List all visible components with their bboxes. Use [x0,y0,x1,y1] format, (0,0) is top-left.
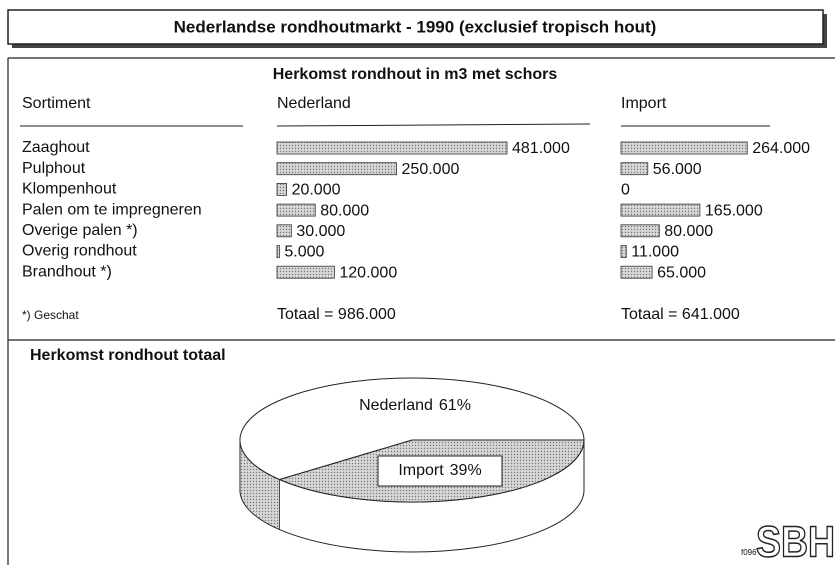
column-header: Sortiment [22,95,91,112]
bar [276,224,292,238]
category-label: Brandhout *) [22,263,112,280]
code: f096 [741,548,757,557]
pie-slice [239,377,585,481]
slice-label: Import 39% [398,462,481,479]
bar [276,182,287,196]
slice-name: Import [398,462,444,479]
total: Totaal = 986.000 [277,306,396,323]
category-label: Palen om te impregneren [22,201,202,218]
value-label: 30.000 [296,223,345,240]
bar [620,245,627,258]
value-label: 80.000 [664,223,713,240]
value-label: 5.000 [284,244,324,261]
header-rule [276,123,591,127]
logo: SBH [756,518,835,565]
pie-title: Herkomst rondhout totaal [30,347,226,364]
bar [276,245,280,258]
total: Totaal = 641.000 [621,306,740,323]
category-label: Klompenhout [22,181,117,198]
bar [620,203,701,217]
page-title: Nederlandse rondhoutmarkt - 1990 (exclus… [174,17,657,36]
value-label: 120.000 [339,264,397,281]
slice-value: 39% [450,462,482,479]
value-label: 20.000 [292,182,341,199]
value-label: 80.000 [320,202,369,219]
slice-label: Nederland 61% [359,397,471,414]
bar [620,224,660,238]
bar [620,265,653,279]
category-label: Overig rondhout [22,243,137,260]
bar [276,265,335,279]
value-label: 11.000 [631,244,679,261]
bar [276,203,316,217]
value-label: 56.000 [653,161,702,178]
value-label: 0 [621,182,630,199]
bar [620,162,649,176]
value-label: 250.000 [402,161,460,178]
bar [276,162,397,176]
slice-name: Nederland [359,397,433,414]
bar [276,141,508,155]
value-label: 264.000 [752,140,810,157]
column-header: Import [621,95,667,112]
footnote: *) Geschat [22,308,79,322]
label-box [377,455,503,487]
category-label: Overige palen *) [22,222,138,239]
value-label: 165.000 [705,202,763,219]
value-label: 65.000 [657,264,706,281]
value-label: 481.000 [512,140,570,157]
title-box [7,9,824,45]
column-header: Nederland [277,95,351,112]
slice-value: 61% [439,397,471,414]
category-label: Pulphout [22,160,86,177]
subtitle: Herkomst rondhout in m3 met schors [273,66,558,83]
bar [620,141,748,155]
category-label: Zaaghout [22,139,90,156]
